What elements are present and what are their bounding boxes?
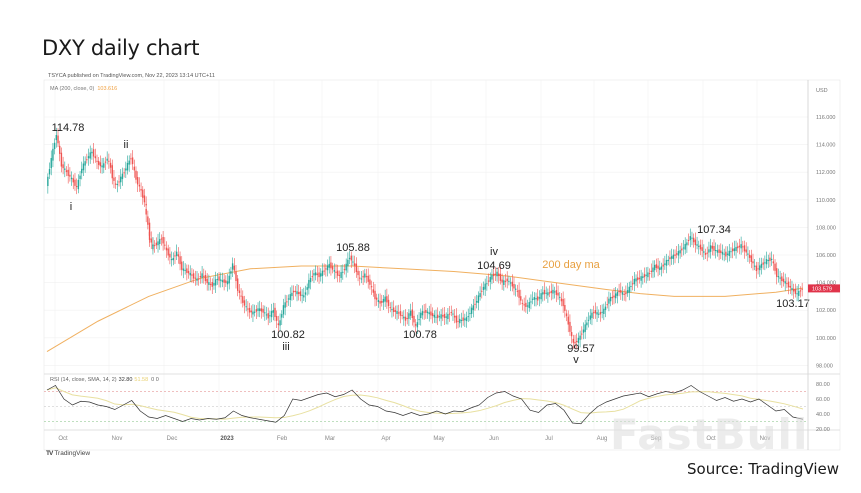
ma-legend-value: 103.616: [97, 86, 118, 92]
x-tick-label: Aug: [597, 436, 608, 442]
rsi-sma-line: [46, 387, 804, 420]
wave-label: 105.88: [336, 242, 370, 254]
chart-grid: [43, 79, 841, 451]
rsi-tick-label: 80.00: [816, 382, 830, 388]
tv-logo-icon: TV: [46, 450, 53, 457]
rsi-sma-value: 51.58: [134, 377, 149, 383]
tv-brand: TradingView: [54, 450, 91, 457]
x-tick-label: Feb: [277, 436, 288, 442]
x-tick-label: Jun: [489, 436, 499, 442]
wave-label: 103.17: [776, 298, 810, 310]
wave-label: v: [573, 354, 579, 366]
rsi-legend: RSI (14, close, SMA, 14, 2) 32.80 51.58 0 0: [50, 377, 159, 383]
rsi-tick-label: 40.00: [816, 412, 830, 418]
wave-label: ii: [124, 139, 129, 151]
ma-legend: MA (200, close, 0) 103.616: [50, 86, 117, 92]
rsi-tick-label: 60.00: [816, 397, 830, 403]
y-tick-label: 110.000: [816, 198, 835, 204]
y-tick-label: 104.000: [816, 281, 836, 287]
ma-legend-label: MA (200, close, 0): [50, 86, 95, 92]
axes: 116.000 114.000 112.000 110.000 108.000 106.0…: [44, 80, 840, 450]
x-tick-label: Mar: [325, 436, 335, 442]
page-title: DXY daily chart: [42, 36, 200, 60]
rsi-value: 32.80: [118, 377, 133, 383]
published-info: TSYCA published on TradingView.com, Nov …: [48, 73, 215, 79]
wave-label: 100.78: [403, 329, 437, 341]
ma-200-line: [46, 265, 804, 353]
y-tick-label: 116.000: [816, 115, 835, 121]
rsi-tick-label: 20.00: [816, 427, 830, 433]
x-tick-label: May: [433, 436, 444, 442]
x-tick-label: Oct: [706, 436, 716, 442]
current-price-label: 103.579: [812, 286, 832, 292]
y-tick-label: 102.000: [816, 308, 836, 314]
x-tick-label: Jul: [545, 436, 553, 442]
x-tick-label: Nov: [112, 436, 123, 442]
x-tick-label: 2023: [220, 436, 234, 442]
rsi-extra: 0 0: [151, 377, 159, 383]
y-tick-label: 98.000: [816, 363, 833, 369]
y-tick-label: 114.000: [816, 143, 835, 149]
y-tick-label: 100.000: [816, 336, 836, 342]
tradingview-logo: TV TradingView: [46, 450, 90, 457]
source-caption: Source: TradingView: [687, 460, 839, 478]
wave-label: 104.69: [477, 260, 511, 272]
rsi-line: [46, 385, 804, 425]
rsi-panel: [44, 385, 808, 425]
wave-label: iv: [490, 246, 498, 258]
wave-label: 107.34: [697, 224, 731, 236]
price-candles: [47, 127, 803, 350]
x-tick-label: Sep: [651, 436, 662, 442]
wave-label: 114.78: [52, 122, 85, 134]
y-tick-label: 108.000: [816, 225, 836, 231]
wave-label: 100.82: [271, 329, 305, 341]
y-tick-label: 106.000: [816, 253, 836, 259]
wave-label: 99.57: [567, 343, 595, 355]
wave-label: i: [70, 201, 72, 213]
ma-annotation: 200 day ma: [542, 259, 600, 271]
x-tick-label: Dec: [167, 436, 178, 442]
x-tick-label: Nov: [760, 436, 771, 442]
rsi-legend-label: RSI (14, close, SMA, 14, 2): [50, 377, 117, 383]
watermark: FastBull: [610, 410, 809, 459]
ma-200-path: [46, 265, 804, 353]
currency-label: USD: [816, 88, 828, 94]
current-price-tag: [808, 284, 840, 293]
y-tick-label: 112.000: [816, 170, 835, 176]
x-tick-label: Oct: [58, 436, 68, 442]
wave-label: iii: [282, 341, 289, 353]
x-tick-label: Apr: [381, 436, 390, 442]
